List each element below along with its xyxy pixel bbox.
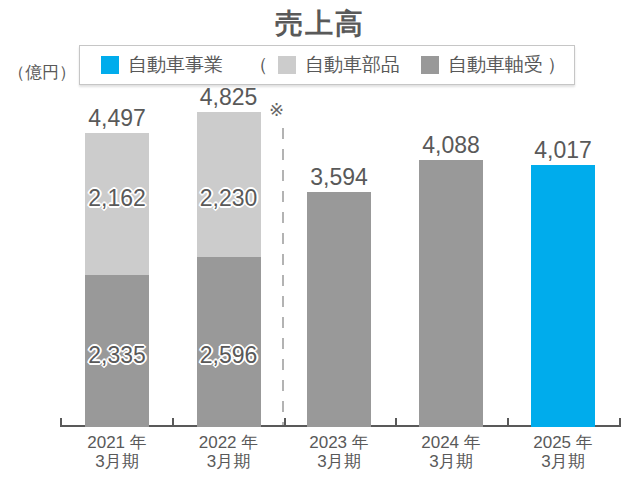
bar-2025 <box>531 165 595 427</box>
x-axis-tick <box>172 418 174 427</box>
plot-area: ※ 2021 年3月期2022 年3月期2023 年3月期2024 年3月期20… <box>0 0 640 480</box>
x-axis-tick <box>60 418 62 427</box>
bar-segment-value-label: 2,335 <box>62 342 172 369</box>
bar-total-label: 4,017 <box>508 137 618 164</box>
bar-total-label: 4,497 <box>62 105 172 132</box>
category-year-line: 2024 年 <box>391 433 511 452</box>
x-axis-tick <box>619 418 621 427</box>
category-year-line: 2022 年 <box>169 433 289 452</box>
x-axis-category-label: 2022 年3月期 <box>169 433 289 471</box>
chart-canvas: 売上高 （億円） 自動車事業 （ 自動車部品 自動車軸受 ） ※ 2021 年3… <box>0 0 640 480</box>
bar-segment-bottom <box>419 160 483 427</box>
x-axis-tick <box>507 418 509 427</box>
bar-segment-value-label: 2,230 <box>174 185 284 212</box>
x-axis-category-label: 2021 年3月期 <box>57 433 177 471</box>
category-year-line: 2025 年 <box>503 433 623 452</box>
x-axis-tick <box>284 418 286 427</box>
category-period-line: 3月期 <box>279 452 399 471</box>
category-period-line: 3月期 <box>57 452 177 471</box>
x-axis-tick <box>395 418 397 427</box>
bar-segment-value-label: 2,162 <box>62 185 172 212</box>
bar-total-label: 3,594 <box>284 164 394 191</box>
bar-segment-value-label: 2,596 <box>174 342 284 369</box>
category-period-line: 3月期 <box>391 452 511 471</box>
bar-total-label: 4,825 <box>174 84 284 111</box>
bar-2021 <box>85 133 149 427</box>
category-period-line: 3月期 <box>503 452 623 471</box>
bar-segment-bottom <box>531 165 595 427</box>
category-year-line: 2021 年 <box>57 433 177 452</box>
category-year-line: 2023 年 <box>279 433 399 452</box>
bar-segment-bottom <box>307 192 371 427</box>
category-period-line: 3月期 <box>169 452 289 471</box>
bar-2023 <box>307 192 371 427</box>
x-axis-category-label: 2024 年3月期 <box>391 433 511 471</box>
bar-2024 <box>419 160 483 427</box>
x-axis-category-label: 2025 年3月期 <box>503 433 623 471</box>
x-axis-category-label: 2023 年3月期 <box>279 433 399 471</box>
bar-2022 <box>197 112 261 427</box>
bar-total-label: 4,088 <box>396 132 506 159</box>
